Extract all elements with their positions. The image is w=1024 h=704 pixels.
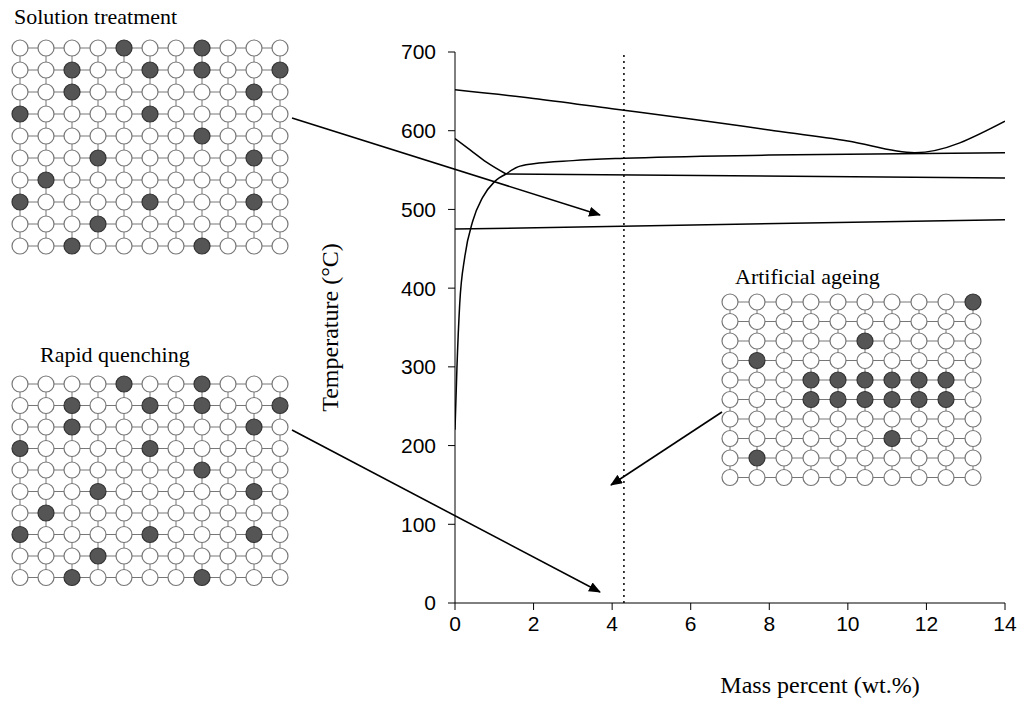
- svg-text:200: 200: [401, 434, 436, 457]
- svg-text:600: 600: [401, 119, 436, 142]
- svg-text:Artificial ageing: Artificial ageing: [735, 264, 880, 289]
- svg-text:12: 12: [915, 612, 938, 635]
- svg-text:700: 700: [401, 40, 436, 63]
- html-text:Temperature (°C): Temperature (°C): [316, 243, 343, 412]
- svg-text:Solution treatment: Solution treatment: [14, 4, 177, 29]
- svg-text:10: 10: [836, 612, 859, 635]
- svg-text:100: 100: [401, 513, 436, 536]
- svg-text:14: 14: [993, 612, 1017, 635]
- svg-text:400: 400: [401, 277, 436, 300]
- svg-text:4: 4: [606, 612, 618, 635]
- svg-text:0: 0: [424, 591, 436, 614]
- html-text:Mass percent (wt.%): Mass percent (wt.%): [720, 672, 920, 698]
- svg-text:6: 6: [685, 612, 697, 635]
- svg-text:300: 300: [401, 355, 436, 378]
- svg-text:2: 2: [528, 612, 540, 635]
- svg-text:0: 0: [449, 612, 461, 635]
- svg-text:Rapid quenching: Rapid quenching: [40, 342, 190, 367]
- svg-text:8: 8: [763, 612, 775, 635]
- svg-text:500: 500: [401, 198, 436, 221]
